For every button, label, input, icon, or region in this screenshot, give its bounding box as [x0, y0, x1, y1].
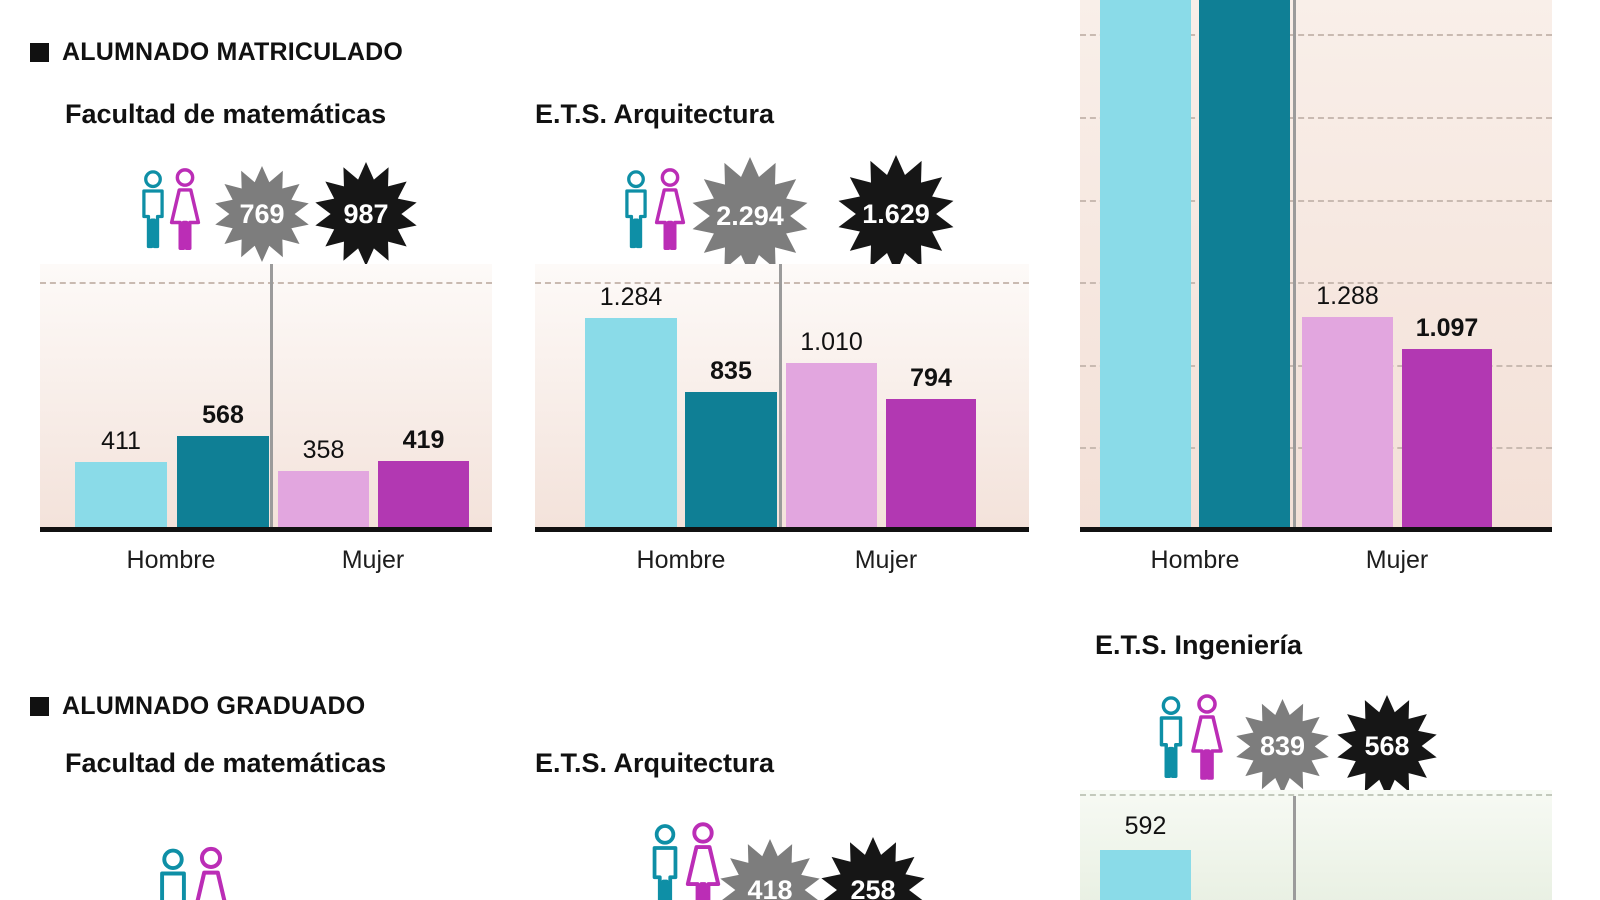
total-badge-value: 1.629 — [862, 198, 930, 229]
bar-hombre-claro — [1100, 850, 1191, 900]
chart-title-ingenieria-graduado: E.T.S. Ingeniería — [1095, 630, 1303, 660]
bar-hombre-claro — [1100, 0, 1191, 530]
bar-value-label: 794 — [910, 364, 952, 392]
bar-value-label: 592 — [1124, 812, 1167, 840]
bar-value-label: 419 — [402, 426, 445, 454]
axis-label-hombre: Hombre — [126, 546, 216, 574]
bar-value-label: 1.097 — [1415, 314, 1479, 342]
section-bullet-square — [30, 697, 49, 716]
bar-value-label: 568 — [202, 401, 244, 429]
bar-hombre-claro — [75, 462, 167, 530]
gridline — [1080, 794, 1552, 796]
gridline — [1080, 200, 1552, 202]
chart-title-arquitectura-matriculado: E.T.S. Arquitectura — [535, 99, 775, 129]
axis-label-hombre: Hombre — [636, 546, 726, 574]
total-badge-value: 258 — [850, 874, 896, 900]
total-badge-value: 839 — [1259, 731, 1306, 761]
axis-label-mujer: Mujer — [854, 546, 918, 574]
total-badge-gray: 2.294 — [691, 157, 809, 275]
female-person-icon — [1184, 693, 1230, 785]
category-divider — [1293, 0, 1296, 530]
bar-mujer-claro — [1302, 317, 1393, 530]
chart-title-arquitectura-graduado: E.T.S. Arquitectura — [535, 748, 775, 778]
bar-hombre-claro — [585, 318, 677, 530]
bar-value-label: 835 — [710, 357, 752, 385]
bar-value-label: 411 — [101, 427, 141, 455]
total-badge-value: 418 — [747, 874, 793, 900]
x-axis-line — [1080, 527, 1552, 532]
total-badge-value: 2.294 — [716, 200, 784, 231]
section-title-text: ALUMNADO GRADUADO — [62, 692, 366, 720]
gridline — [1080, 117, 1552, 119]
bar-hombre-oscuro — [685, 392, 777, 530]
section-bullet-square — [30, 43, 49, 62]
female-person-icon — [163, 167, 207, 255]
chart-title-matematicas-graduado: Facultad de matemáticas — [65, 748, 387, 778]
total-badge-value: 769 — [239, 198, 285, 229]
category-divider — [1293, 796, 1296, 900]
total-badge-gray: 418 — [719, 839, 821, 900]
bar-value-label: 1.284 — [599, 283, 663, 311]
axis-label-hombre: Hombre — [1150, 546, 1240, 574]
plot-area-ingenieria-matriculado: 1.288 1.097 — [1080, 0, 1552, 530]
bar-value-label: 1.010 — [800, 328, 863, 356]
total-badge-black: 568 — [1336, 695, 1438, 797]
gridline — [535, 282, 1029, 284]
gridline — [1080, 282, 1552, 284]
section-title-matriculado: ALUMNADO MATRICULADO — [30, 38, 403, 67]
female-person-icon — [185, 845, 237, 900]
bar-mujer-claro — [278, 471, 369, 530]
axis-label-mujer: Mujer — [341, 546, 405, 574]
bar-hombre-oscuro — [177, 436, 269, 530]
plot-area-arquitectura-matriculado: 1.284 835 1.010 794 — [535, 264, 1029, 530]
bar-mujer-oscuro — [1402, 349, 1492, 530]
bar-value-label: 358 — [302, 436, 345, 464]
category-divider — [779, 264, 782, 530]
axis-label-mujer: Mujer — [1365, 546, 1429, 574]
chart-title-matematicas-matriculado: Facultad de matemáticas — [65, 99, 387, 129]
bar-mujer-oscuro — [886, 399, 976, 530]
total-badge-black: 258 — [820, 837, 926, 900]
plot-area-matematicas-matriculado: 411 568 358 419 — [40, 264, 492, 530]
total-badge-value: 987 — [343, 198, 389, 229]
bar-mujer-oscuro — [378, 461, 469, 530]
section-title-text: ALUMNADO MATRICULADO — [62, 38, 403, 66]
bar-value-label: 1.288 — [1316, 282, 1379, 310]
x-axis-line — [40, 527, 492, 532]
female-person-icon — [648, 167, 692, 255]
bar-hombre-oscuro — [1199, 0, 1290, 530]
category-divider — [270, 264, 273, 530]
plot-area-ingenieria-graduado: 592 — [1080, 790, 1552, 900]
gridline — [1080, 34, 1552, 36]
total-badge-value: 568 — [1364, 730, 1410, 761]
x-axis-line — [535, 527, 1029, 532]
gridline — [40, 282, 492, 284]
total-badge-black: 1.629 — [837, 155, 955, 273]
total-badge-black: 987 — [314, 162, 418, 266]
section-title-graduado: ALUMNADO GRADUADO — [30, 692, 365, 721]
bar-mujer-claro — [786, 363, 877, 530]
total-badge-gray: 839 — [1235, 699, 1330, 794]
total-badge-gray: 769 — [214, 166, 310, 262]
